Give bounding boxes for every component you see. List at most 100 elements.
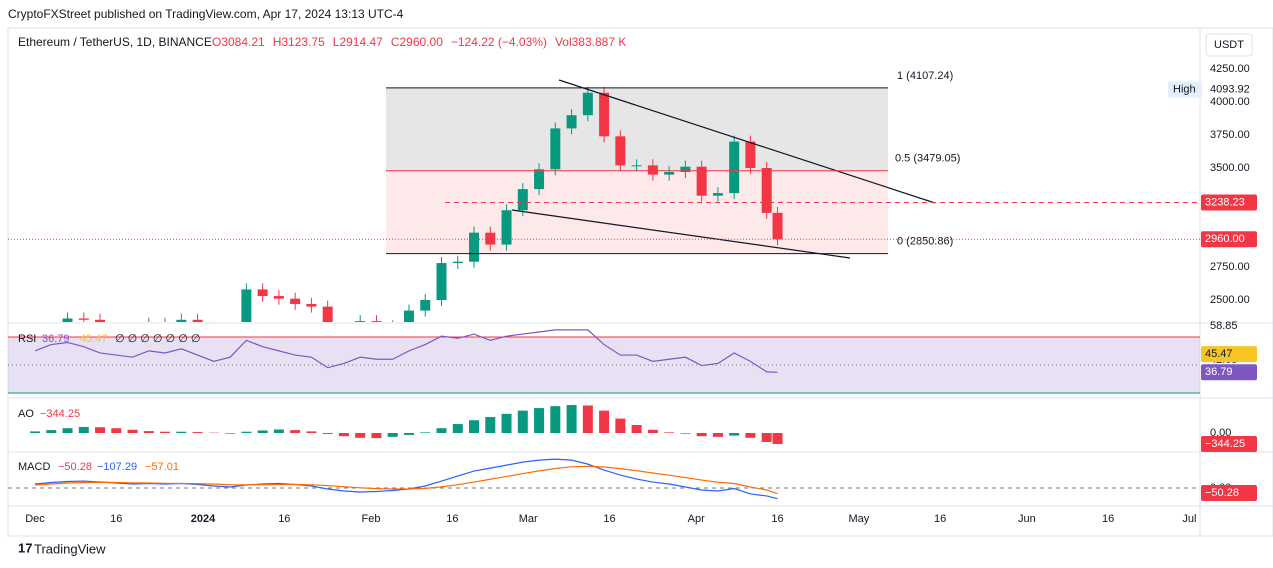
ao-bar [62,428,73,433]
x-tick-label: 16 [110,513,122,525]
ao-bar [647,429,658,433]
macd-signal-val: −57.01 [145,461,179,473]
y-tick-label: 4250.00 [1210,63,1250,75]
candle [745,141,756,168]
ao-tag-bg [1201,436,1257,452]
candle [355,321,366,322]
ao-bar [680,433,691,434]
rsi-ma-tag: 45.47 [1205,348,1233,360]
ao-bar [290,430,301,433]
macd-tag-bg [1201,485,1257,501]
ohlc-value: L2914.47 [333,35,383,49]
rsi-ma: 45.47 [80,333,108,345]
x-tick-label: 16 [771,513,783,525]
candle [95,319,106,322]
ao-bar [550,406,561,433]
macd-signal [34,465,778,495]
candle [729,141,740,194]
candle [176,319,187,322]
x-tick-label: Mar [519,513,538,525]
ao-bar [225,433,236,434]
price-line-tag: 3238.23 [1205,196,1245,208]
candle [420,300,431,311]
rsi-ma-tag-bg [1201,346,1257,363]
currency[interactable]: USDT [1214,39,1244,51]
ao-bar [95,427,106,433]
ao-bar [761,433,772,442]
ao-bar [176,431,187,433]
fib-label: 0 (2850.86) [897,236,953,248]
candle [566,115,577,129]
ao-bar [387,433,398,437]
candle [241,289,252,322]
candle [517,189,528,211]
ao-bar [192,432,203,433]
ao-last: −344.25 [40,408,80,420]
candle [664,171,675,175]
ao-bar [615,418,626,433]
ao-bar [273,429,284,433]
ao-bar [160,431,171,433]
ao-bar [599,410,610,433]
candle [469,232,480,262]
ao-bar [127,429,138,433]
ao-bar [745,433,756,438]
candle [696,166,707,196]
x-tick-label: 16 [1102,513,1114,525]
macd-tag: −50.28 [1205,487,1239,499]
rsi-label: RSI [18,333,36,345]
footer[interactable]: TradingView [34,541,106,556]
candle [501,210,512,245]
high-value: 4093.92 [1210,84,1250,96]
ao-bar [355,433,366,438]
candle [436,263,447,300]
macd-label: MACD [18,461,50,473]
ohlc-value: C2960.00 [391,35,443,49]
ao-bar [534,408,545,433]
fib-label: 1 (4107.24) [897,70,953,82]
x-tick-label: 16 [934,513,946,525]
ao-bar [517,410,528,433]
x-tick-label: 2024 [191,513,216,525]
ao-bar [403,433,414,435]
currency-button[interactable] [1205,33,1253,57]
symbol: Ethereum / TetherUS, 1D, BINANCE [18,35,212,49]
x-tick-label: Feb [362,513,381,525]
candle [772,212,783,240]
ao-bar [143,431,154,433]
ohlc-value: −124.22 (−4.03%) [451,35,547,49]
last-price-tag: 2960.00 [1205,233,1245,245]
candle [647,165,658,175]
ao-label: AO [18,408,34,420]
ao-bar [241,431,252,433]
ao-bar [729,433,740,436]
macd-line-val: −107.29 [97,461,137,473]
candle [550,128,561,170]
candle [599,92,610,137]
ohlc-value: Vol383.887 K [555,35,626,49]
candle [403,310,414,322]
ao-bar [111,428,122,433]
x-tick-label: 16 [278,513,290,525]
candle [306,303,317,307]
candle [290,298,301,304]
ao-bar [664,432,675,433]
ao-bar [46,430,57,433]
trendline [511,209,851,259]
candle [78,318,89,320]
ao-bar [485,417,496,433]
ao-bar [696,433,707,437]
ao-tick: 0.00 [1210,427,1231,439]
x-tick-label: 16 [603,513,615,525]
y-tick-label: 3500.00 [1210,162,1250,174]
candle [631,165,642,167]
rsi-tick: 58.85 [1210,320,1238,332]
last-price-tag-bg [1201,231,1257,248]
candle [257,289,268,297]
trendline [558,79,936,204]
rsi-last-tag-bg [1201,364,1257,381]
ohlc-value: O3084.21 [212,35,265,49]
ao-bar [322,433,333,434]
candle [371,321,382,322]
